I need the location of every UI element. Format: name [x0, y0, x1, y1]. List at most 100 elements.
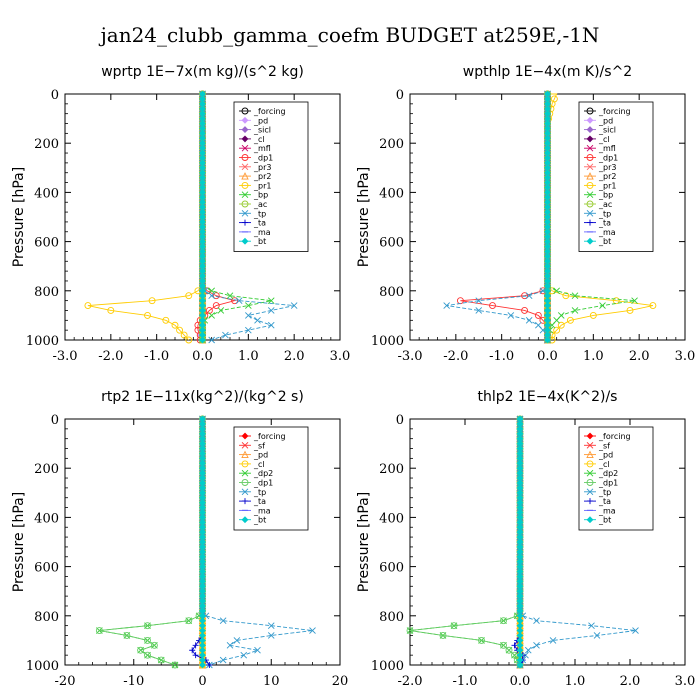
panel2-data-point	[553, 287, 560, 295]
panel1-data-point	[180, 331, 188, 339]
panel3-legend: _forcing_sf_pd_cl_dp2_dp1_tp_ta_ma_bt	[233, 426, 309, 531]
panel3-data-point	[144, 651, 151, 659]
panel4-legend-marker	[586, 432, 594, 440]
panel3-legend-label: _cl	[253, 460, 265, 469]
panel2-y-tick-label: 800	[379, 285, 404, 300]
panel2-data-point	[626, 307, 634, 314]
panel2: wpthlp 1E−4x(m K)/s^2 Pressure [hPa] -3.0 -…	[356, 64, 695, 364]
panel4-legend-label: _pd	[598, 451, 613, 460]
panel4-y-tick-label: 800	[379, 610, 404, 625]
panel2-y-tick-label: 400	[379, 186, 404, 201]
panel1-data-point	[290, 302, 298, 309]
panel2-y-tick-label: 200	[379, 137, 404, 152]
panel3-legend-marker	[241, 441, 249, 449]
panel4-legend-marker	[586, 460, 594, 468]
panel2-legend-marker	[586, 237, 594, 245]
panel3-legend-label: _ma	[253, 506, 271, 515]
panel2-series-bt	[544, 90, 551, 344]
panel3-data-point	[95, 627, 103, 635]
panel4-data-point	[632, 627, 639, 634]
panel2-data-point	[557, 321, 565, 329]
panel1-data-point	[208, 287, 215, 295]
panel3-legend-marker	[241, 450, 249, 459]
panel4-y-axis-label: Pressure [hPa]	[356, 492, 372, 592]
panel1-legend-label: _bp	[253, 191, 268, 200]
panel2-data-point	[562, 292, 570, 300]
panel1-series-line	[197, 94, 237, 340]
panel3-data-point	[192, 642, 199, 649]
panel1-legend-marker	[241, 154, 249, 161]
panel2-legend-label: _pr2	[598, 172, 616, 181]
panel3-y-tick-label: 800	[34, 610, 59, 625]
panel1-data-point	[208, 312, 215, 319]
panel3-y-tick-label: 400	[34, 511, 59, 526]
panel4-data-point	[533, 617, 540, 625]
panel3-data-point	[226, 642, 234, 649]
panel4-legend-label: _bt	[598, 516, 611, 525]
panel3-x-tick-label: 10	[263, 674, 280, 689]
panel2-series-tp	[443, 90, 551, 344]
panel3-data-point	[150, 641, 158, 649]
panel4-series-line	[409, 419, 521, 666]
panel2-legend-label: _bp	[598, 191, 613, 200]
panel2-legend-marker	[586, 154, 594, 161]
panel4-legend-marker	[586, 450, 594, 459]
panel2-data-point	[566, 316, 574, 324]
panel1-legend-label: _forcing	[253, 107, 286, 116]
panel1-y-tick-label: 800	[34, 285, 59, 300]
panel1-x-tick-label: 2.0	[284, 349, 305, 364]
panel3-legend-marker	[241, 488, 249, 496]
panel1-x-tick-label: 3.0	[330, 349, 351, 364]
panel4-data-point	[524, 646, 532, 654]
panel3-y-tick-label: 1000	[26, 659, 59, 674]
panel2-legend-label: _ac	[598, 200, 612, 209]
panel2-legend-marker	[586, 181, 594, 189]
panel3-data-point	[144, 622, 151, 630]
panel3-data-point	[171, 661, 179, 669]
panel1-data-point	[84, 302, 92, 310]
panel3-series-dp1	[95, 415, 206, 669]
panel1-legend-marker	[241, 181, 249, 189]
panel2-data-point	[443, 302, 450, 309]
panel2-data-point	[475, 297, 483, 304]
panel3-data-point	[309, 627, 316, 634]
panel2-legend-marker	[586, 107, 594, 115]
panel3-legend-label: _ta	[253, 497, 266, 506]
panel3-x-tick-label: -20	[55, 674, 76, 689]
panel4-legend-label: _cl	[598, 460, 610, 469]
panel2-data-point	[525, 292, 533, 300]
panel3-data-point	[219, 656, 227, 664]
panel2-y-axis-label: Pressure [hPa]	[356, 167, 372, 267]
panel4-legend-marker	[586, 488, 594, 496]
panel3-legend-label: _tp	[253, 488, 266, 497]
panel3-data-point	[199, 661, 206, 669]
panel1-data-point	[217, 307, 225, 314]
panel1-legend-label: _sicl	[253, 126, 271, 135]
panel4-data-point	[500, 641, 507, 649]
panel2-data-point	[539, 287, 547, 295]
panel1-data-point	[212, 302, 220, 310]
panel1-series-bt	[199, 90, 206, 344]
panel2-x-tick-label: 2.0	[629, 349, 650, 364]
panel3-series-dp2	[96, 415, 206, 669]
panels: wprtp 1E−7x(m kg)/(s^2 kg) Pressure [hPa]…	[11, 64, 695, 689]
panel4-x-tick-label: 0.0	[510, 674, 531, 689]
panel4-x-tick-label: 2.0	[620, 674, 641, 689]
panel4-series-line	[409, 419, 521, 666]
panel4-data-point	[505, 646, 513, 654]
panel2-x-tick-label: 0.0	[537, 349, 558, 364]
panel2-legend-marker	[586, 116, 594, 124]
panel1-data-point	[222, 331, 229, 339]
panel2-data-point	[507, 312, 515, 319]
panel1-data-point	[267, 307, 275, 314]
panel3-y-tick-label: 600	[34, 561, 59, 576]
panel3-series-line	[99, 419, 203, 666]
panel4-data-point	[450, 622, 458, 630]
panel1-y-tick-label: 400	[34, 186, 59, 201]
panel1-y-tick-label: 1000	[26, 334, 59, 349]
panel1-data-point	[107, 307, 115, 314]
panel1-legend-marker	[241, 237, 249, 245]
panel1-data-point	[245, 312, 252, 319]
panel1-data-point	[226, 292, 234, 300]
panel3-data-point	[189, 647, 196, 654]
